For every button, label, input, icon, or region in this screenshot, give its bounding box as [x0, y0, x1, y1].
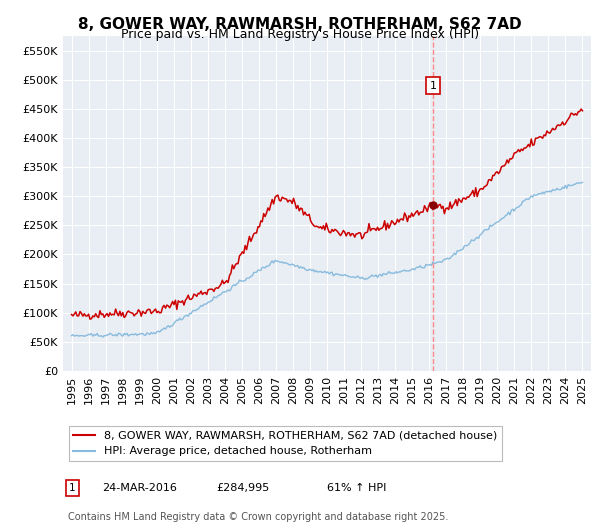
- Text: 8, GOWER WAY, RAWMARSH, ROTHERHAM, S62 7AD: 8, GOWER WAY, RAWMARSH, ROTHERHAM, S62 7…: [78, 17, 522, 32]
- Text: £284,995: £284,995: [216, 483, 269, 493]
- Text: 1: 1: [430, 81, 436, 91]
- Text: Contains HM Land Registry data © Crown copyright and database right 2025.: Contains HM Land Registry data © Crown c…: [68, 511, 449, 522]
- Text: 61% ↑ HPI: 61% ↑ HPI: [327, 483, 386, 493]
- Text: Price paid vs. HM Land Registry's House Price Index (HPI): Price paid vs. HM Land Registry's House …: [121, 28, 479, 41]
- Text: 1: 1: [69, 483, 76, 493]
- Legend: 8, GOWER WAY, RAWMARSH, ROTHERHAM, S62 7AD (detached house), HPI: Average price,: 8, GOWER WAY, RAWMARSH, ROTHERHAM, S62 7…: [68, 427, 502, 461]
- Text: 24-MAR-2016: 24-MAR-2016: [103, 483, 178, 493]
